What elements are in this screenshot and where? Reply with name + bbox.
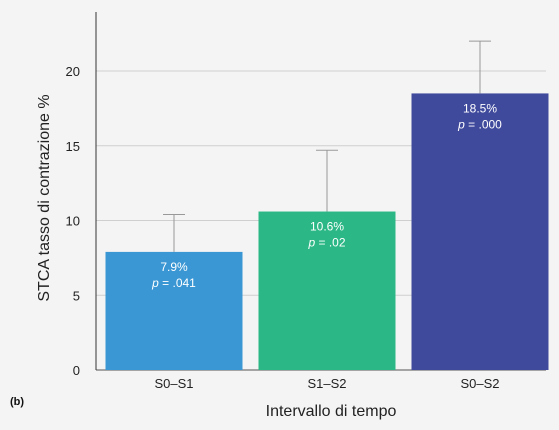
x-tick-label-3: S0–S2 xyxy=(460,376,499,391)
y-tick-label-15: 15 xyxy=(66,139,80,154)
p-symbol: p xyxy=(307,236,315,250)
x-axis-title: Intervallo di tempo xyxy=(266,403,397,420)
bar-p-label-3: p = .000 xyxy=(457,117,502,131)
error-bars-group xyxy=(163,40,491,252)
bar-2 xyxy=(258,211,396,370)
p-value: = .02 xyxy=(315,236,346,250)
y-tick-label-10: 10 xyxy=(66,214,80,229)
bar-value-label-1: 7.9% xyxy=(160,260,188,274)
bar-p-label-2: p = .02 xyxy=(307,236,345,250)
p-value: = .000 xyxy=(465,117,502,131)
y-axis-title: STCA tasso di contrazione % xyxy=(36,94,53,301)
y-tick-label-0: 0 xyxy=(73,363,80,378)
bar-p-label-1: p = .041 xyxy=(151,276,196,290)
bar-value-label-2: 10.6% xyxy=(310,220,344,234)
p-symbol: p xyxy=(151,276,159,290)
y-tick-labels: 0 5 10 15 20 xyxy=(66,64,80,378)
x-tick-label-1: S0–S1 xyxy=(154,376,193,391)
bar-1 xyxy=(105,251,243,370)
y-tick-label-5: 5 xyxy=(73,288,80,303)
p-symbol: p xyxy=(457,117,465,131)
bars-group xyxy=(105,93,549,371)
panel-label: (b) xyxy=(10,396,24,408)
bar-value-label-3: 18.5% xyxy=(463,101,497,115)
bar-3 xyxy=(411,93,549,371)
x-tick-labels: S0–S1 S1–S2 S0–S2 xyxy=(154,376,499,391)
y-tick-label-20: 20 xyxy=(66,64,80,79)
p-value: = .041 xyxy=(159,276,196,290)
x-tick-label-2: S1–S2 xyxy=(307,376,346,391)
